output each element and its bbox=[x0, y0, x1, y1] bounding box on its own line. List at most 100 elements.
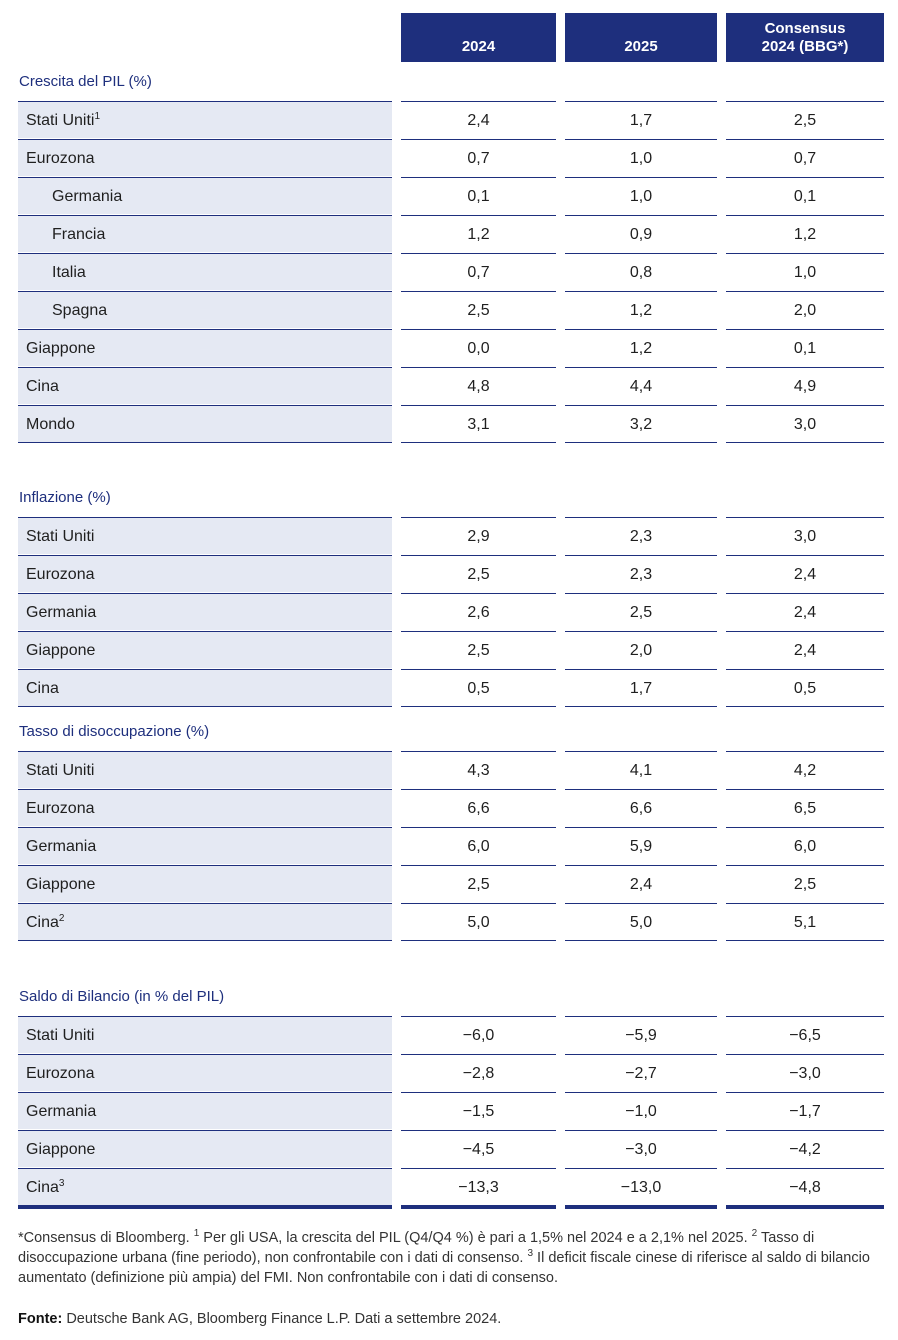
row-label-text: Eurozona bbox=[26, 566, 95, 583]
value-consensus: 1,2 bbox=[726, 215, 884, 252]
row-label-text: Cina bbox=[26, 378, 59, 395]
footnote-sup3: 3 bbox=[527, 1248, 534, 1259]
value-2025: −2,7 bbox=[565, 1054, 717, 1091]
table-row: Stati Uniti −6,0 −5,9 −6,5 bbox=[0, 1016, 898, 1054]
value-consensus: −6,5 bbox=[726, 1016, 884, 1053]
row-label-text: Germania bbox=[52, 188, 123, 205]
value-2025: 1,7 bbox=[565, 101, 717, 138]
value-2024: 4,8 bbox=[401, 367, 556, 404]
value-2024: 2,5 bbox=[401, 555, 556, 592]
source-label: Fonte: bbox=[18, 1311, 63, 1327]
row-label: Cina bbox=[18, 367, 392, 404]
row-label-text: Eurozona bbox=[26, 800, 95, 817]
row-label-text: Spagna bbox=[52, 302, 108, 319]
value-consensus: 0,1 bbox=[726, 329, 884, 366]
table-row: Germania 2,6 2,5 2,4 bbox=[0, 593, 898, 631]
section-bottom-rule bbox=[726, 706, 884, 707]
row-label: Eurozona bbox=[18, 555, 392, 592]
value-2024: 4,3 bbox=[401, 751, 556, 788]
row-label: Mondo bbox=[18, 405, 392, 442]
value-2025: −1,0 bbox=[565, 1092, 717, 1129]
value-consensus: 2,4 bbox=[726, 593, 884, 630]
row-label-text: Mondo bbox=[26, 416, 75, 433]
header-2025: 2025 bbox=[565, 13, 717, 62]
value-2024: 2,5 bbox=[401, 291, 556, 328]
row-label-text: Giappone bbox=[26, 642, 96, 659]
row-label: Stati Uniti bbox=[18, 517, 392, 554]
source-line: Fonte: Deutsche Bank AG, Bloomberg Finan… bbox=[18, 1311, 501, 1327]
row-label-text: Eurozona bbox=[26, 1065, 95, 1082]
row-label: Cina3 bbox=[18, 1168, 392, 1205]
row-label-footnote-mark: 1 bbox=[94, 111, 101, 122]
section-title: Tasso di disoccupazione (%) bbox=[19, 723, 210, 740]
value-2024: 2,5 bbox=[401, 631, 556, 668]
value-consensus: 2,0 bbox=[726, 291, 884, 328]
value-consensus: 4,9 bbox=[726, 367, 884, 404]
row-label-text: Germania bbox=[26, 604, 97, 621]
value-2024: 0,7 bbox=[401, 253, 556, 290]
value-consensus: −4,2 bbox=[726, 1130, 884, 1167]
row-label: Germania bbox=[18, 177, 392, 214]
section-bottom-rule bbox=[401, 706, 556, 707]
table-row: Giappone 2,5 2,0 2,4 bbox=[0, 631, 898, 669]
value-2025: 2,3 bbox=[565, 555, 717, 592]
section-bottom-rule bbox=[18, 706, 392, 707]
value-consensus: −3,0 bbox=[726, 1054, 884, 1091]
row-label: Stati Uniti bbox=[18, 1016, 392, 1053]
table-row: Germania −1,5 −1,0 −1,7 bbox=[0, 1092, 898, 1130]
row-label-text: Cina bbox=[26, 1179, 59, 1196]
table-row: Germania 0,1 1,0 0,1 bbox=[0, 177, 898, 215]
row-label: Italia bbox=[18, 253, 392, 290]
row-label-text: Cina bbox=[26, 680, 59, 697]
value-2024: 2,4 bbox=[401, 101, 556, 138]
section-title: Inflazione (%) bbox=[19, 489, 111, 506]
row-label-text: Giappone bbox=[26, 340, 96, 357]
section-bottom-rule bbox=[726, 1205, 884, 1209]
row-label: Germania bbox=[18, 1092, 392, 1129]
footnote-part2: Per gli USA, la crescita del PIL (Q4/Q4 … bbox=[199, 1230, 752, 1246]
header-consensus-line2: 2024 (BBG*) bbox=[761, 38, 849, 55]
value-consensus: 0,1 bbox=[726, 177, 884, 214]
table-row: Mondo 3,1 3,2 3,0 bbox=[0, 405, 898, 443]
header-2024-label: 2024 bbox=[461, 38, 496, 55]
value-2025: 1,0 bbox=[565, 139, 717, 176]
section-bottom-rule bbox=[401, 442, 556, 443]
value-2024: 2,9 bbox=[401, 517, 556, 554]
section-bottom-rule bbox=[565, 442, 717, 443]
section-bottom-rule bbox=[18, 442, 392, 443]
value-2025: 6,6 bbox=[565, 789, 717, 826]
value-consensus: 0,5 bbox=[726, 669, 884, 706]
value-2025: 2,5 bbox=[565, 593, 717, 630]
value-2025: 5,0 bbox=[565, 903, 717, 940]
row-label: Eurozona bbox=[18, 139, 392, 176]
table-row: Cina 0,5 1,7 0,5 bbox=[0, 669, 898, 707]
row-label: Germania bbox=[18, 827, 392, 864]
table-row: Cina 4,8 4,4 4,9 bbox=[0, 367, 898, 405]
row-label-text: Giappone bbox=[26, 876, 96, 893]
value-consensus: 2,5 bbox=[726, 101, 884, 138]
value-2024: 6,6 bbox=[401, 789, 556, 826]
value-consensus: −4,8 bbox=[726, 1168, 884, 1205]
value-consensus: 2,4 bbox=[726, 555, 884, 592]
value-consensus: 0,7 bbox=[726, 139, 884, 176]
row-label-text: Cina bbox=[26, 914, 59, 931]
value-2025: −5,9 bbox=[565, 1016, 717, 1053]
row-label-text: Italia bbox=[52, 264, 86, 281]
value-consensus: 1,0 bbox=[726, 253, 884, 290]
value-2025: 2,3 bbox=[565, 517, 717, 554]
row-label: Francia bbox=[18, 215, 392, 252]
value-2025: 4,1 bbox=[565, 751, 717, 788]
header-consensus-line1: Consensus bbox=[764, 20, 846, 37]
value-2025: 5,9 bbox=[565, 827, 717, 864]
section-bottom-rule bbox=[565, 706, 717, 707]
row-label: Cina2 bbox=[18, 903, 392, 940]
row-label: Spagna bbox=[18, 291, 392, 328]
section-bottom-rule bbox=[401, 940, 556, 941]
value-consensus: 5,1 bbox=[726, 903, 884, 940]
value-2025: 3,2 bbox=[565, 405, 717, 442]
row-label-text: Giappone bbox=[26, 1141, 96, 1158]
table-row: Eurozona 2,5 2,3 2,4 bbox=[0, 555, 898, 593]
section-bottom-rule bbox=[726, 940, 884, 941]
value-consensus: 2,4 bbox=[726, 631, 884, 668]
value-2024: 6,0 bbox=[401, 827, 556, 864]
